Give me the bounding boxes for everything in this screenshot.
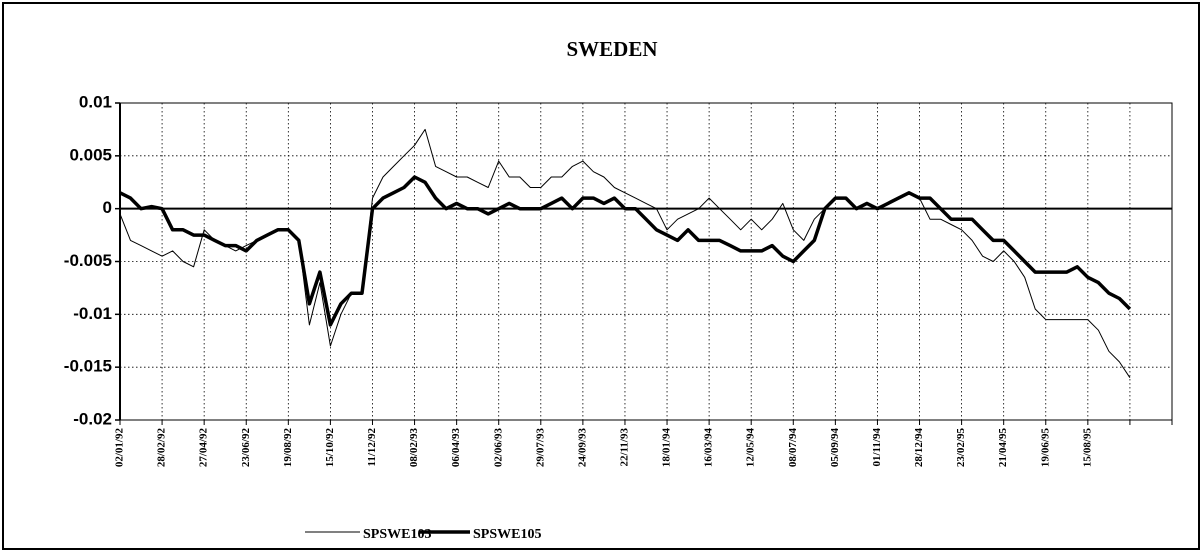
y-tick-label: -0.02 (73, 409, 112, 428)
x-tick-label: 08/02/93 (408, 428, 420, 468)
x-tick-label: 23/06/92 (240, 428, 252, 468)
x-tick-label: 24/09/93 (576, 428, 588, 468)
x-tick-label: 05/09/94 (829, 428, 841, 468)
x-tick-label: 08/07/94 (787, 428, 799, 468)
x-tick-label: 28/02/92 (156, 428, 168, 468)
x-tick-label: 28/12/94 (913, 428, 925, 468)
y-tick-label: 0.005 (69, 145, 112, 164)
x-tick-label: 23/02/95 (955, 428, 967, 468)
x-tick-label: 27/04/92 (198, 428, 210, 468)
y-tick-label: 0 (103, 198, 112, 217)
x-tick-label: 22/11/93 (618, 428, 630, 467)
x-tick-label: 29/07/93 (534, 428, 546, 468)
x-tick-label: 18/01/94 (661, 428, 673, 468)
x-tick-label: 15/10/92 (324, 428, 336, 468)
x-tick-label: 01/11/94 (871, 428, 883, 467)
legend-label: SPSWE103 (363, 527, 431, 542)
x-tick-label: 02/01/92 (114, 428, 126, 468)
chart-title: SWEDEN (566, 37, 657, 61)
x-tick-label: 16/03/94 (703, 428, 715, 468)
x-tick-label: 11/12/92 (366, 428, 378, 467)
x-tick-label: 19/08/92 (282, 428, 294, 468)
y-tick-label: -0.015 (64, 357, 112, 376)
x-tick-label: 19/06/95 (1039, 428, 1051, 468)
x-tick-label: 06/04/93 (450, 428, 462, 468)
x-tick-label: 21/04/95 (997, 428, 1009, 468)
y-tick-label: -0.005 (64, 251, 112, 270)
x-tick-label: 15/08/95 (1081, 428, 1093, 468)
x-tick-label: 02/06/93 (492, 428, 504, 468)
x-tick-label: 12/05/94 (745, 428, 757, 468)
y-tick-label: -0.01 (73, 304, 112, 323)
line-series (119, 175, 1132, 327)
y-tick-label: 0.01 (79, 92, 112, 111)
legend-label: SPSWE105 (473, 527, 541, 542)
